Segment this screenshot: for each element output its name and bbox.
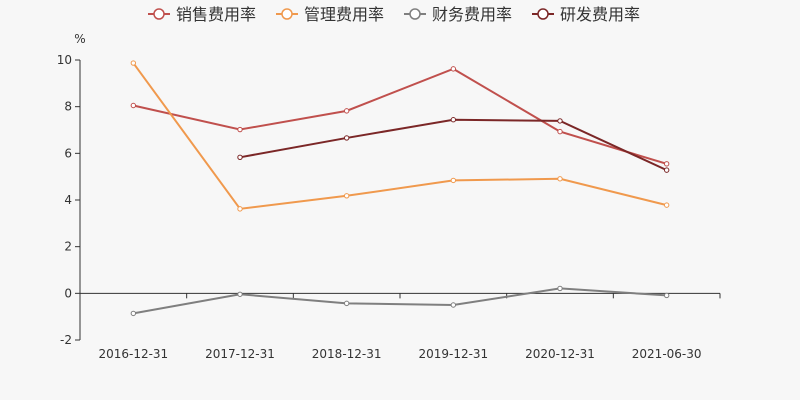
legend-label: 财务费用率 [432, 5, 512, 24]
data-point[interactable] [663, 167, 670, 173]
y-tick-label: 4 [64, 193, 72, 207]
data-point[interactable] [557, 176, 563, 182]
y-tick-label: 0 [64, 286, 72, 300]
data-point[interactable] [557, 118, 563, 124]
legend-swatch-marker [153, 8, 165, 20]
series-line [132, 62, 667, 210]
data-point[interactable] [237, 291, 243, 297]
data-point[interactable] [450, 66, 457, 72]
legend-item[interactable]: 管理费用率 [276, 5, 384, 24]
data-point[interactable] [343, 108, 350, 114]
data-point[interactable] [557, 285, 563, 292]
legend-swatch-marker [281, 8, 293, 20]
x-axis: 2016-12-31 2017-12-31 2018-12-31 2019-12-31… [79, 292, 721, 361]
y-tick-label: -2 [60, 333, 72, 347]
data-point[interactable] [663, 292, 670, 299]
x-tick-label: 2019-12-31 [418, 347, 488, 361]
legend-swatch-marker [409, 8, 421, 20]
y-tick-label: 6 [64, 146, 72, 160]
y-tick-label: 8 [64, 100, 72, 114]
legend-label: 研发费用率 [560, 5, 640, 24]
y-axis: -2 0 2 4 6 8 10 [57, 53, 81, 347]
legend-item[interactable]: 财务费用率 [404, 5, 512, 24]
series-line [133, 287, 667, 315]
data-point[interactable] [450, 177, 457, 184]
y-tick-label: 2 [64, 240, 72, 254]
data-point[interactable] [557, 128, 563, 135]
data-point[interactable] [343, 300, 350, 307]
legend: 销售费用率 管理费用率 财务费用率 研发费用率 [148, 5, 640, 24]
legend-item[interactable]: 研发费用率 [532, 5, 640, 24]
data-point[interactable] [237, 126, 243, 133]
series-line [133, 67, 667, 165]
legend-label: 管理费用率 [304, 5, 384, 24]
x-tick-label: 2017-12-31 [205, 347, 275, 361]
legend-label: 销售费用率 [176, 5, 256, 24]
y-tick-label: 10 [57, 53, 72, 67]
legend-item[interactable]: 销售费用率 [148, 5, 256, 24]
data-point[interactable] [130, 60, 137, 66]
series-2 [130, 285, 670, 317]
series-1 [130, 60, 670, 212]
x-tick-label: 2018-12-31 [312, 347, 382, 361]
data-point[interactable] [663, 202, 670, 208]
x-tick-label: 2021-06-30 [632, 347, 702, 361]
series-3 [237, 117, 670, 173]
data-point[interactable] [450, 117, 457, 123]
data-point[interactable] [237, 206, 243, 212]
series-0 [130, 66, 670, 167]
series-layer [130, 60, 670, 317]
data-point[interactable] [343, 193, 350, 199]
data-point[interactable] [130, 102, 137, 109]
data-point[interactable] [663, 161, 670, 167]
data-point[interactable] [237, 154, 243, 161]
data-point[interactable] [130, 310, 137, 317]
x-tick-label: 2016-12-31 [98, 347, 168, 361]
x-tick-label: 2020-12-31 [525, 347, 595, 361]
y-axis-unit-label: % [74, 32, 85, 46]
data-point[interactable] [450, 302, 457, 308]
legend-swatch-marker [537, 8, 549, 20]
data-point[interactable] [343, 135, 350, 141]
